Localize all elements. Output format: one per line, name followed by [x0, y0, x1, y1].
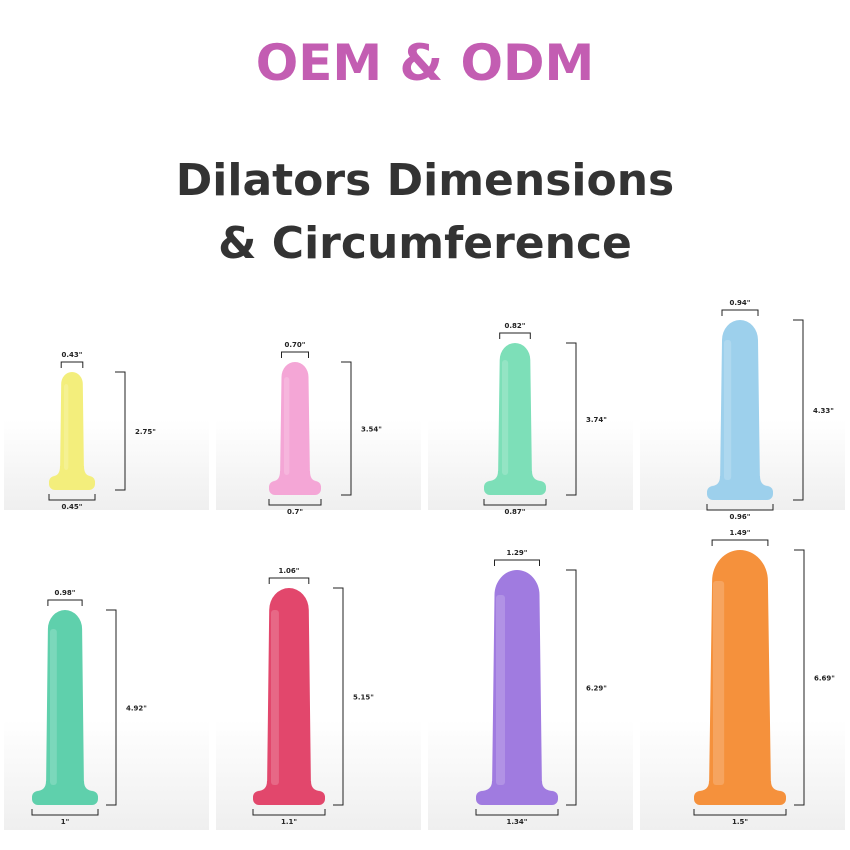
dilator-shine	[50, 629, 57, 785]
dilator-flare	[488, 471, 542, 481]
base-bracket	[693, 809, 787, 816]
dilator-shine	[724, 340, 732, 480]
base-bracket	[706, 504, 774, 511]
tip-bracket	[499, 332, 531, 339]
length-label: 6.69"	[814, 675, 835, 683]
tip-label: 0.43"	[62, 351, 83, 359]
tip-label: 1.06"	[279, 567, 300, 575]
dilator-shine	[502, 360, 509, 475]
dilator-shine	[271, 610, 279, 785]
length-bracket	[793, 319, 804, 501]
base-label: 0.96"	[730, 513, 751, 521]
dilator-body	[60, 372, 84, 476]
base-bracket	[483, 499, 547, 506]
cell-floor	[216, 720, 421, 830]
length-label: 3.54"	[361, 426, 382, 434]
dilator-flare	[257, 781, 321, 791]
dilator-shine	[713, 581, 725, 785]
tip-label: 0.70"	[285, 341, 306, 349]
base-label: 1.5"	[732, 818, 748, 826]
length-bracket	[333, 587, 344, 806]
dilator-flare	[698, 781, 782, 791]
length-bracket	[115, 371, 126, 491]
dilator-shine	[64, 384, 69, 470]
subtitle: Dilators Dimensions	[176, 155, 674, 206]
dilator-body	[267, 588, 311, 791]
dilator-flare	[273, 471, 317, 481]
dilator-body	[709, 550, 771, 791]
base-bracket	[252, 809, 326, 816]
base-bracket	[31, 809, 99, 816]
cell-floor	[4, 720, 209, 830]
tip-label: 0.94"	[730, 299, 751, 307]
tip-bracket	[268, 577, 310, 584]
length-bracket	[794, 549, 805, 806]
tip-label: 0.82"	[505, 322, 526, 330]
base-label: 1.34"	[507, 818, 528, 826]
tip-bracket	[711, 539, 769, 546]
tip-bracket	[494, 559, 540, 566]
length-label: 4.92"	[126, 705, 147, 713]
tip-label: 1.49"	[730, 529, 751, 537]
length-label: 4.33"	[813, 407, 834, 415]
dilator-base	[694, 791, 786, 805]
dilator-flare	[36, 781, 94, 791]
base-label: 0.45"	[62, 503, 83, 511]
dilator-base	[269, 481, 321, 495]
dilator-shine	[284, 377, 290, 475]
length-bracket	[341, 361, 352, 496]
tip-bracket	[721, 309, 759, 316]
dilator-body	[280, 362, 310, 481]
subtitle: & Circumference	[218, 218, 632, 269]
dilator-flare	[711, 476, 769, 486]
title: OEM & ODM	[256, 34, 595, 92]
base-bracket	[475, 809, 559, 816]
dilator-base	[49, 476, 95, 490]
dilator-body	[498, 343, 532, 481]
base-label: 1.1"	[281, 818, 297, 826]
base-label: 1"	[61, 818, 70, 826]
tip-bracket	[60, 361, 84, 368]
products: 0.43" 2.75" 0.45" 0.70" 3.54" 0.7" 0.82" 3.74" 0…	[4, 299, 845, 830]
dilator-shine	[496, 595, 505, 785]
base-bracket	[268, 499, 322, 506]
base-label: 0.87"	[505, 508, 526, 516]
base-bracket	[48, 494, 96, 501]
length-bracket	[566, 342, 577, 496]
dilator-body	[720, 320, 760, 486]
length-label: 3.74"	[586, 416, 607, 424]
length-label: 2.75"	[135, 428, 156, 436]
dilator-flare	[53, 466, 91, 476]
dilator-base	[484, 481, 546, 495]
base-label: 0.7"	[287, 508, 303, 516]
tip-label: 1.29"	[507, 549, 528, 557]
dilator-body	[492, 570, 542, 791]
tip-bracket	[281, 351, 309, 358]
dilator-base	[253, 791, 325, 805]
cell-floor	[4, 420, 209, 510]
dilator-flare	[480, 781, 554, 791]
length-bracket	[566, 569, 577, 806]
length-label: 6.29"	[586, 685, 607, 693]
dilator-base	[32, 791, 98, 805]
tip-bracket	[47, 599, 83, 606]
length-bracket	[106, 609, 117, 806]
dilator-base	[476, 791, 558, 805]
dilator-body	[46, 610, 84, 791]
cell-floor	[216, 420, 421, 510]
dilator-base	[707, 486, 773, 500]
length-label: 5.15"	[353, 694, 374, 702]
tip-label: 0.98"	[55, 589, 76, 597]
